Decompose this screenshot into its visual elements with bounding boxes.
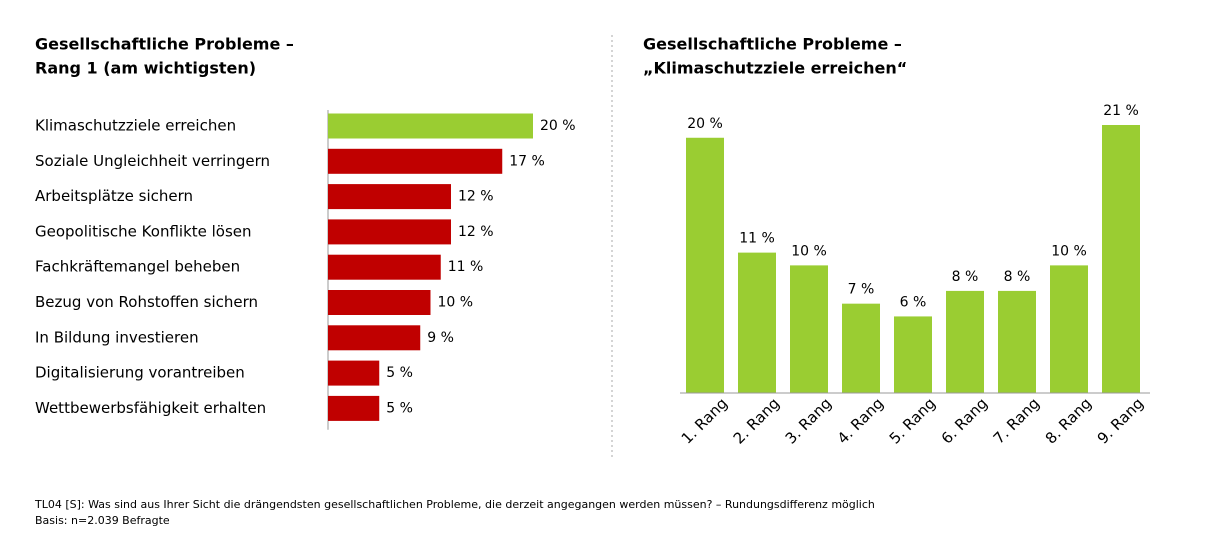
value-label: 11 % [448, 259, 484, 275]
value-label: 10 % [438, 295, 474, 311]
bar [738, 252, 776, 393]
chart-title: Rang 1 (am wichtigsten) [35, 59, 256, 78]
bar [328, 113, 533, 139]
footnote: Basis: n=2.039 Befragte [35, 514, 170, 527]
category-label: Geopolitische Konflikte lösen [35, 222, 252, 240]
bar [790, 265, 828, 393]
value-label: 10 % [791, 243, 827, 259]
category-label: Soziale Ungleichheit verringern [35, 152, 270, 170]
value-label: 9 % [427, 330, 454, 346]
bar [1102, 125, 1140, 393]
category-label: Arbeitsplätze sichern [35, 187, 193, 205]
bar [998, 290, 1036, 393]
value-label: 20 % [540, 118, 576, 134]
value-label: 11 % [739, 231, 775, 247]
bar [328, 219, 451, 245]
bar [686, 137, 724, 393]
value-label: 5 % [386, 365, 413, 381]
chart-title: Gesellschaftliche Probleme – [643, 35, 902, 54]
category-label: Wettbewerbsfähigkeit erhalten [35, 399, 266, 417]
bar [842, 303, 880, 393]
footnote: TL04 [S]: Was sind aus Ihrer Sicht die d… [34, 498, 875, 511]
value-label: 8 % [952, 269, 979, 285]
value-label: 7 % [848, 282, 875, 298]
value-label: 17 % [509, 153, 545, 169]
category-label: Digitalisierung vorantreiben [35, 364, 245, 382]
value-label: 6 % [900, 294, 927, 310]
bar [328, 395, 380, 421]
bar [946, 290, 984, 393]
chart-title: „Klimaschutzziele erreichen“ [643, 59, 907, 78]
value-label: 20 % [687, 116, 723, 132]
bar [1050, 265, 1088, 393]
value-label: 12 % [458, 224, 494, 240]
chart-title: Gesellschaftliche Probleme – [35, 35, 294, 54]
value-label: 12 % [458, 189, 494, 205]
category-label: Klimaschutzziele erreichen [35, 117, 236, 135]
bar [328, 360, 380, 386]
bar [328, 254, 441, 280]
category-label: Fachkräftemangel beheben [35, 258, 240, 276]
bar [328, 325, 421, 351]
value-label: 21 % [1103, 103, 1139, 119]
bar [328, 148, 503, 174]
category-label: Bezug von Rohstoffen sichern [35, 293, 258, 311]
bar [894, 316, 932, 393]
value-label: 10 % [1051, 243, 1087, 259]
bar [328, 184, 451, 210]
category-label: In Bildung investieren [35, 328, 199, 346]
value-label: 8 % [1004, 269, 1031, 285]
bar [328, 290, 431, 315]
value-label: 5 % [386, 400, 413, 416]
